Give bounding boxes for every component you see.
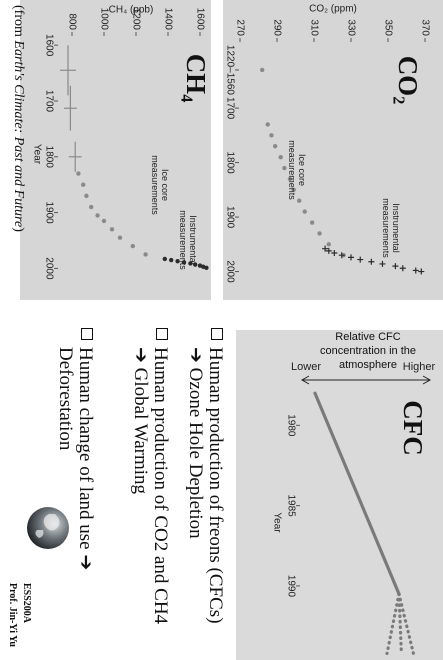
bullet-sub: ➔ Ozone Hole Depletion: [185, 347, 205, 539]
caption-text: (from: [11, 5, 26, 40]
point: [279, 155, 283, 159]
point: [89, 205, 93, 209]
point: [273, 144, 277, 148]
point: [163, 257, 167, 261]
y-axis-title: CO₂ (ppm): [309, 4, 357, 15]
x-tick-label: 1600: [43, 34, 54, 57]
point: [204, 266, 208, 270]
x-tick-label: 1990: [285, 575, 296, 598]
point: [327, 242, 331, 246]
point: [102, 219, 106, 223]
caption: (from Earth's Climate: Past and Future): [10, 5, 26, 232]
bullet: Human production of freons (CFCs): [205, 328, 225, 624]
series-annotation: Ice core measurements: [150, 154, 170, 216]
caption-source: Earth's Climate: Past and Future: [11, 40, 26, 227]
x-axis-title: Year: [31, 144, 42, 165]
y-high-label: Higher: [403, 361, 436, 373]
point: [131, 244, 135, 248]
slide: CO₂ 270 290 310 330 350 370 1220–1560 1700 1800 19…: [0, 0, 443, 660]
point: [110, 227, 114, 231]
point: [84, 194, 88, 198]
point: [260, 68, 264, 72]
chart-title: CO₂: [393, 56, 423, 105]
point: [266, 122, 270, 126]
page: {"chart_data": [ {"type": "scatter", "ti…: [0, 0, 443, 660]
point: [269, 133, 273, 137]
bullet-box: [81, 328, 93, 340]
course-code: ESS200A: [21, 583, 32, 623]
x-tick-label: 1900: [43, 201, 54, 224]
bullet-text: Human production of freons (CFCs): [205, 347, 226, 624]
point: [81, 182, 85, 186]
bullet-box: [211, 328, 223, 340]
chart-panel: [223, 0, 443, 300]
point: [282, 166, 286, 170]
bullet: Human change of land use ➔: [75, 328, 95, 570]
point: [169, 258, 173, 262]
y-tick-label: 370: [419, 19, 430, 36]
x-tick-label: 1700: [43, 90, 54, 113]
series-annotation: Instrumental measurements: [178, 209, 198, 271]
x-tick-label: 1985: [285, 495, 296, 518]
series-annotation: Instrumental measurements: [381, 197, 401, 259]
point: [118, 236, 122, 240]
bullet-sub: Deforestation: [55, 347, 75, 450]
x-tick-label: 2000: [43, 257, 54, 280]
bullet: Human production of CO2 and CH4: [150, 328, 170, 624]
caption-text: ): [11, 227, 26, 232]
bullet-sub: ➔ Global Warming: [130, 347, 150, 494]
point: [310, 220, 314, 224]
point: [303, 209, 307, 213]
y-tick-label: 1600: [194, 8, 205, 31]
bullet-text: Human production of CO2 and CH4: [150, 347, 171, 624]
y-tick-label: 270: [234, 19, 245, 36]
x-tick-label: 2000: [224, 260, 235, 283]
x-axis-title: Year: [271, 512, 282, 533]
y-tick-label: 1400: [162, 8, 173, 31]
bullet-text: Human change of land use ➔: [75, 347, 96, 570]
y-axis-title: Relative CFC concentration in the atmosp…: [306, 330, 430, 360]
x-tick-label: 1700: [224, 97, 235, 120]
bullet-box: [156, 328, 168, 340]
instructor: Prof. Jin-Yi Yu: [7, 583, 18, 647]
y-low-label: Lower: [291, 361, 321, 373]
point: [143, 252, 147, 256]
chart-title: CH₄: [181, 54, 211, 103]
x-tick-label: 1900: [224, 206, 235, 229]
y-axis-title: CH₄ (ppb): [109, 5, 154, 16]
y-tick-label: 330: [345, 19, 356, 36]
y-tick-label: 800: [66, 13, 77, 30]
x-tick-label: 1800: [224, 151, 235, 174]
point: [317, 231, 321, 235]
point: [95, 213, 99, 217]
x-tick-label: 1220–1560: [224, 45, 235, 95]
point: [76, 171, 80, 175]
chart-title: CFC: [398, 400, 428, 456]
y-tick-label: 310: [308, 19, 319, 36]
y-tick-label: 290: [271, 19, 282, 36]
y-tick-label: 350: [382, 19, 393, 36]
x-tick-label: 1800: [43, 146, 54, 169]
x-tick-label: 1980: [285, 414, 296, 437]
series-annotation: Ice core measurements: [287, 139, 307, 201]
